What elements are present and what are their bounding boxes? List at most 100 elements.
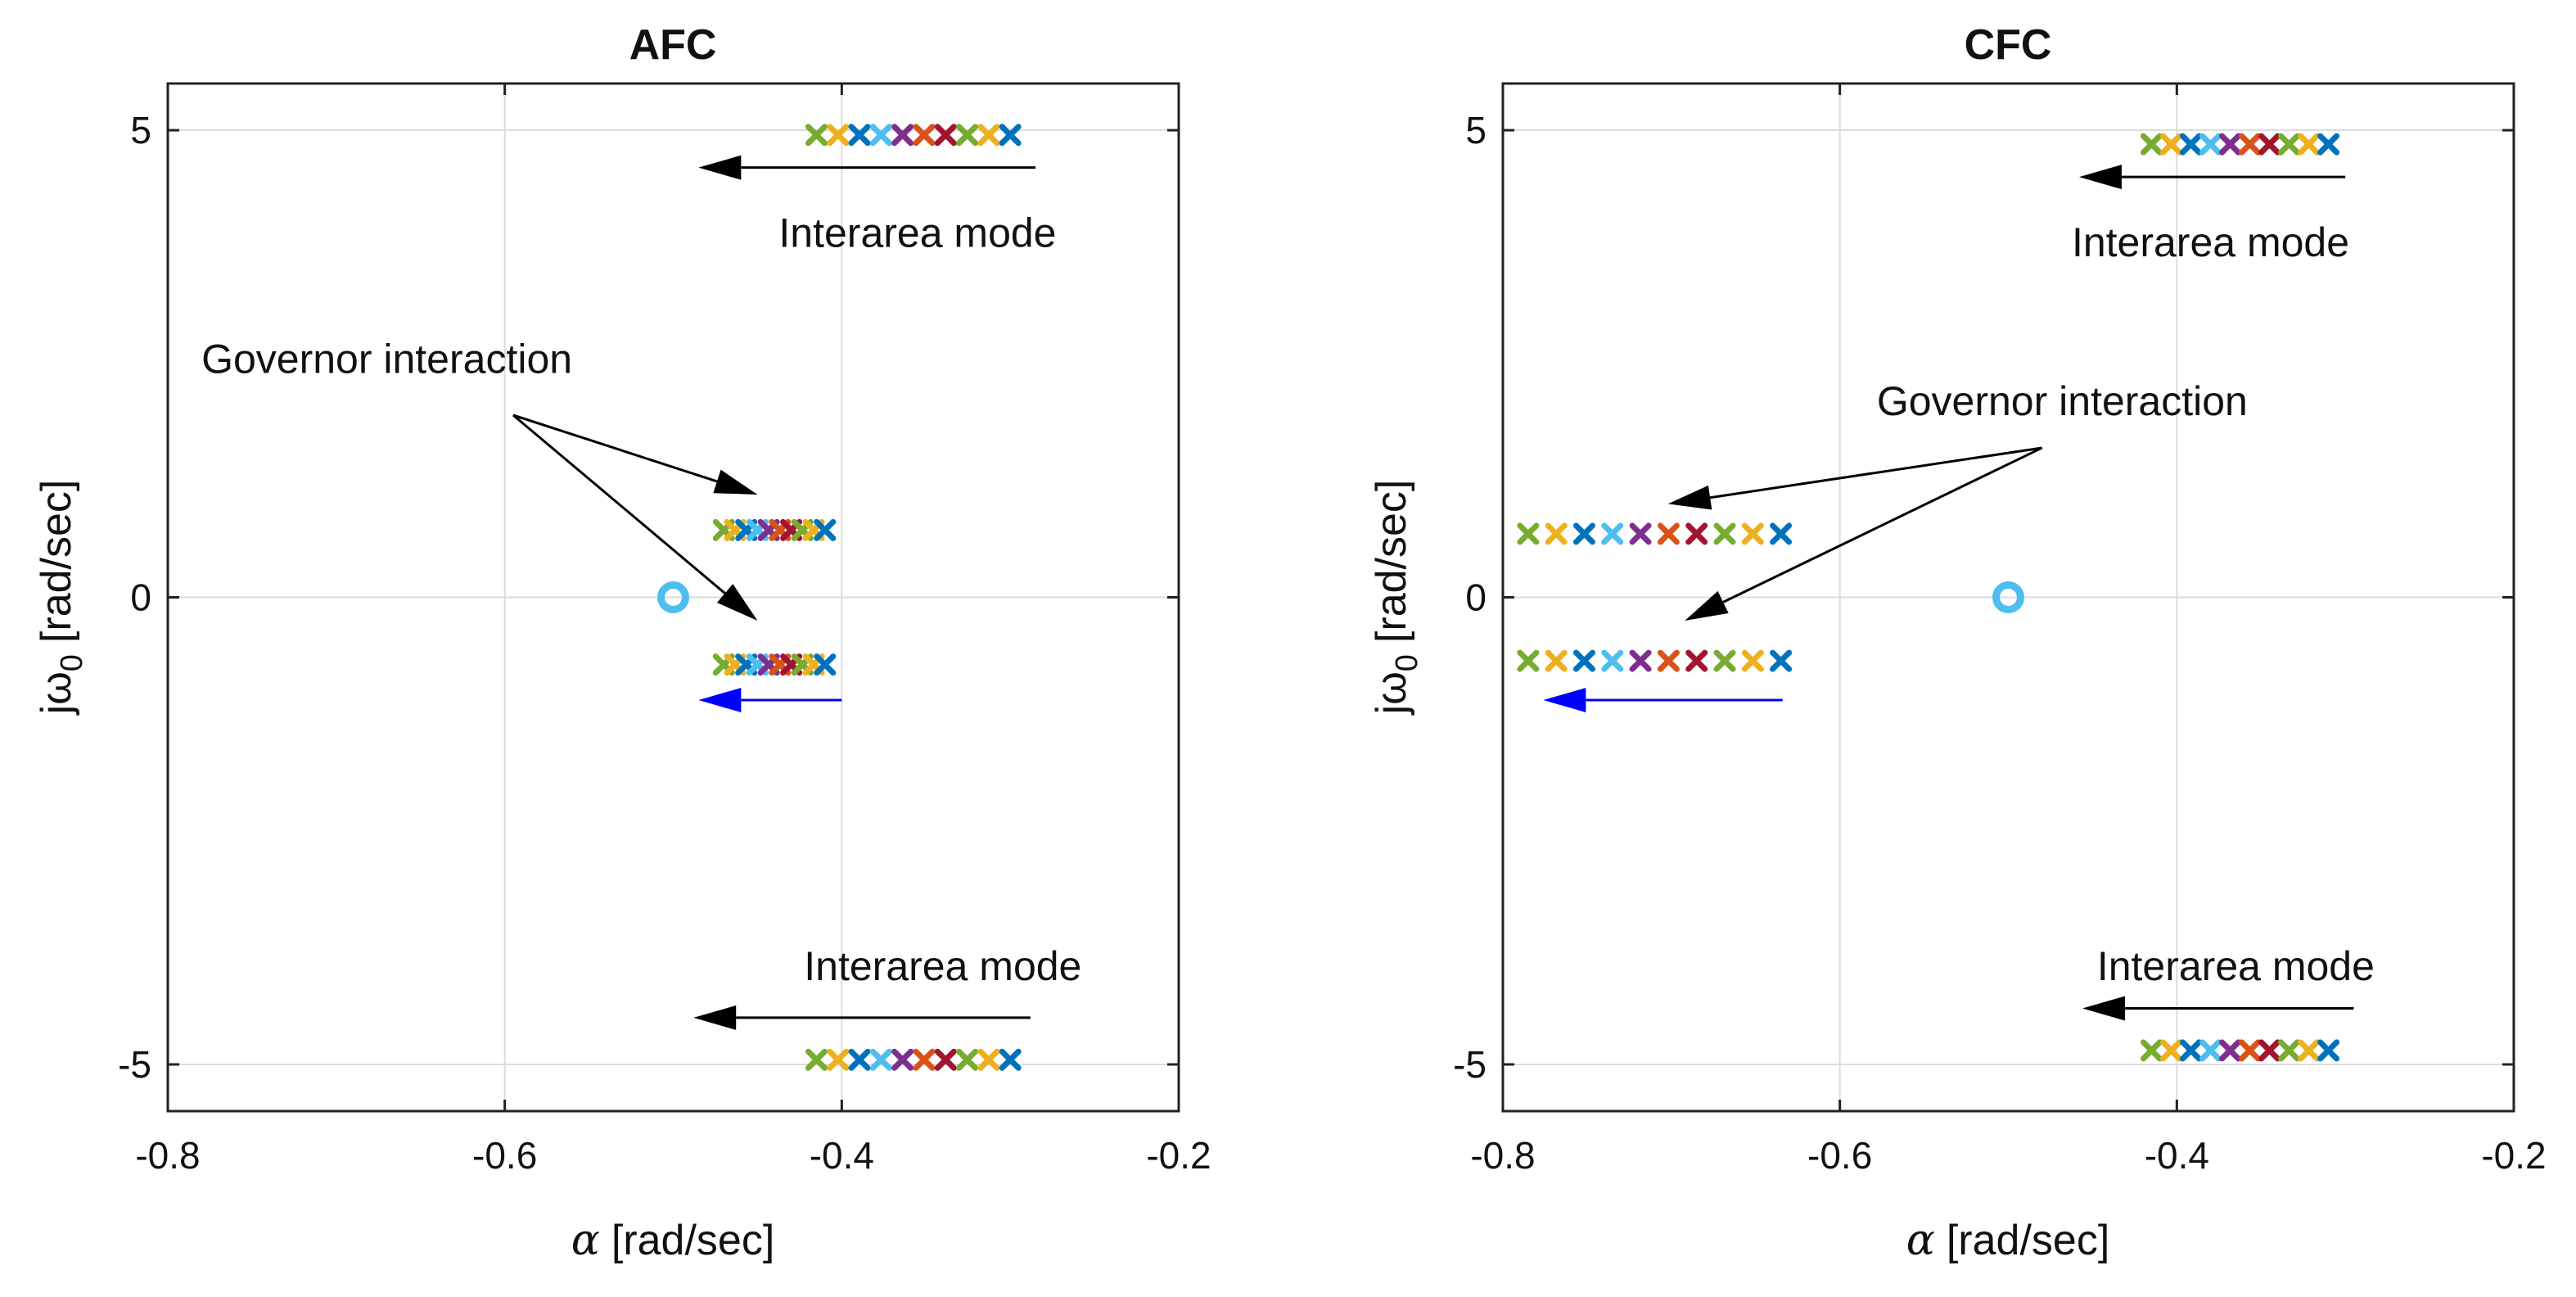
y-axis-subscript: 0 — [1390, 654, 1424, 671]
direction-arrow — [693, 1005, 1031, 1030]
direction-arrow — [1685, 446, 2043, 621]
y-axis-label: jω0 [rad/sec] — [33, 480, 89, 716]
x-marker-point — [1629, 522, 1652, 545]
x-marker-point — [1713, 649, 1736, 672]
x-marker-point — [2298, 133, 2321, 156]
x-marker-point — [891, 124, 914, 147]
annotation-label: Interarea mode — [2072, 219, 2349, 265]
y-tick-label: -5 — [118, 1043, 151, 1086]
x-marker-point — [2199, 133, 2222, 156]
x-tick-label: -0.2 — [1146, 1134, 1211, 1177]
x-tick-label: -0.2 — [2481, 1134, 2546, 1177]
x-marker-point — [814, 653, 837, 676]
x-marker-point — [956, 1048, 979, 1071]
x-marker-point — [2140, 1039, 2163, 1062]
chart-title: AFC — [629, 21, 717, 69]
x-tick-label: -0.4 — [810, 1134, 874, 1177]
x-marker-point — [891, 1048, 914, 1071]
x-marker-point — [2278, 1039, 2301, 1062]
x-marker-point — [1685, 649, 1708, 672]
x-tick-label: -0.8 — [1470, 1134, 1535, 1177]
x-marker-point — [2258, 1039, 2281, 1062]
x-marker-point — [2199, 1039, 2222, 1062]
x-marker-point — [1657, 522, 1680, 545]
x-marker-point — [2317, 1039, 2340, 1062]
x-marker-point — [1601, 522, 1624, 545]
y-axis-label: jω0 [rad/sec] — [1368, 480, 1424, 716]
x-marker-point — [848, 1048, 871, 1071]
x-marker-point — [2317, 133, 2340, 156]
annotation-label: Governor interaction — [201, 337, 572, 382]
y-tick-label: 0 — [130, 576, 151, 619]
annotation-label: Interarea mode — [2097, 943, 2375, 989]
panel-afc: AFC -0.8 -0.6 -0.4 -0.2-505 α [rad/sec] jω0[… — [33, 21, 1211, 1265]
x-marker-point — [2239, 1039, 2262, 1062]
x-marker-point — [999, 1048, 1022, 1071]
x-axis-symbol: α — [1906, 1216, 1935, 1265]
annotation-label: Interarea mode — [804, 943, 1081, 989]
direction-arrow — [512, 414, 758, 621]
x-marker-point — [977, 1048, 1000, 1071]
x-marker-point — [827, 1048, 850, 1071]
annotation-label: Interarea mode — [778, 210, 1056, 256]
x-axis-label: α [rad/sec] — [571, 1216, 775, 1265]
x-marker-point — [827, 124, 850, 147]
y-tick-label: 5 — [1465, 109, 1487, 151]
x-marker-point — [848, 124, 871, 147]
direction-arrow — [1667, 446, 2042, 510]
x-marker-point — [913, 124, 936, 147]
x-marker-point — [1517, 649, 1540, 672]
y-tick-label: 0 — [1465, 576, 1487, 619]
x-marker-point — [999, 124, 1022, 147]
x-marker-point — [934, 124, 957, 147]
y-axis-units: [rad/sec] — [1368, 480, 1415, 643]
y-tick-label: 5 — [130, 109, 151, 151]
y-axis-symbol: jω — [1368, 671, 1415, 716]
y-axis-subscript: 0 — [55, 654, 89, 671]
x-axis-units: [rad/sec] — [611, 1217, 774, 1264]
x-marker-point — [1770, 649, 1793, 672]
direction-arrow — [2082, 996, 2354, 1021]
x-axis-label: α [rad/sec] — [1906, 1216, 2110, 1265]
x-marker-point — [2219, 133, 2242, 156]
x-tick-label: -0.4 — [2145, 1134, 2209, 1177]
x-marker-point — [805, 1048, 828, 1071]
x-marker-point — [1629, 649, 1652, 672]
direction-arrow — [512, 414, 758, 495]
x-marker-point — [2159, 1039, 2182, 1062]
y-axis-symbol: jω — [33, 671, 80, 716]
panel-cfc: CFC -0.8 -0.6 -0.4 -0.2-505 α [rad/sec] jω0[… — [1368, 21, 2547, 1265]
x-marker-point — [1713, 522, 1736, 545]
x-marker-point — [2219, 1039, 2242, 1062]
x-marker-point — [1770, 522, 1793, 545]
chart-title: CFC — [1965, 21, 2052, 69]
open-circle-point — [1992, 581, 2024, 613]
annotation-label: Governor interaction — [1877, 378, 2248, 424]
direction-arrow — [698, 688, 842, 712]
direction-arrow — [698, 155, 1036, 180]
x-marker-point — [1545, 522, 1568, 545]
x-marker-point — [934, 1048, 957, 1071]
x-marker-point — [1685, 522, 1708, 545]
open-circle-point — [657, 581, 689, 613]
x-marker-point — [956, 124, 979, 147]
x-marker-point — [1657, 649, 1680, 672]
x-marker-point — [2298, 1039, 2321, 1062]
x-marker-point — [1741, 522, 1764, 545]
x-marker-point — [1545, 649, 1568, 672]
x-marker-point — [2278, 133, 2301, 156]
x-marker-point — [913, 1048, 936, 1071]
y-axis-units: [rad/sec] — [33, 480, 80, 643]
x-marker-point — [2140, 133, 2163, 156]
direction-arrow — [1543, 688, 1783, 712]
direction-arrow — [2078, 165, 2346, 190]
x-marker-point — [869, 1048, 892, 1071]
x-tick-label: -0.6 — [1807, 1134, 1872, 1177]
x-marker-point — [2179, 1039, 2202, 1062]
x-tick-label: -0.6 — [472, 1134, 537, 1177]
x-marker-point — [1517, 522, 1540, 545]
x-tick-label: -0.8 — [135, 1134, 200, 1177]
x-marker-point — [2159, 133, 2182, 156]
x-axis-symbol: α — [571, 1216, 600, 1265]
